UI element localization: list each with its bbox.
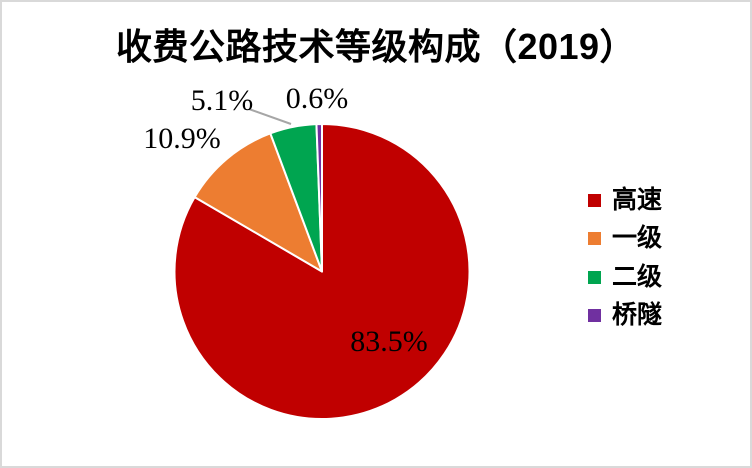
- legend-item-expressway: 高速: [588, 181, 662, 220]
- legend: 高速 一级 二级 桥隧: [588, 181, 662, 335]
- value-label-class-2: 5.1%: [190, 84, 254, 117]
- legend-swatch-bridge-tunnel: [588, 309, 601, 323]
- legend-label-class-2: 二级: [612, 262, 663, 291]
- label-leader-line: [248, 108, 292, 125]
- legend-label-expressway: 高速: [612, 185, 663, 214]
- legend-label-bridge-tunnel: 桥隧: [612, 301, 663, 330]
- legend-swatch-expressway: [588, 193, 601, 207]
- legend-swatch-class-2: [588, 270, 601, 284]
- value-label-bridge-tunnel: 0.6%: [285, 82, 349, 115]
- value-label-class-1: 10.9%: [143, 122, 221, 155]
- legend-item-bridge-tunnel: 桥隧: [588, 297, 662, 336]
- pie-slices: [173, 123, 471, 420]
- pie-slice-class-1: [193, 132, 323, 273]
- value-label-expressway: 83.5%: [350, 325, 428, 358]
- pie-slice-bridge-tunnel: [315, 123, 323, 273]
- chart-title: 收费公路技术等级构成（2019）: [115, 26, 637, 67]
- legend-item-class-2: 二级: [588, 258, 662, 297]
- legend-label-class-1: 一级: [612, 224, 663, 253]
- legend-swatch-class-1: [588, 232, 601, 246]
- legend-item-class-1: 一级: [588, 220, 662, 259]
